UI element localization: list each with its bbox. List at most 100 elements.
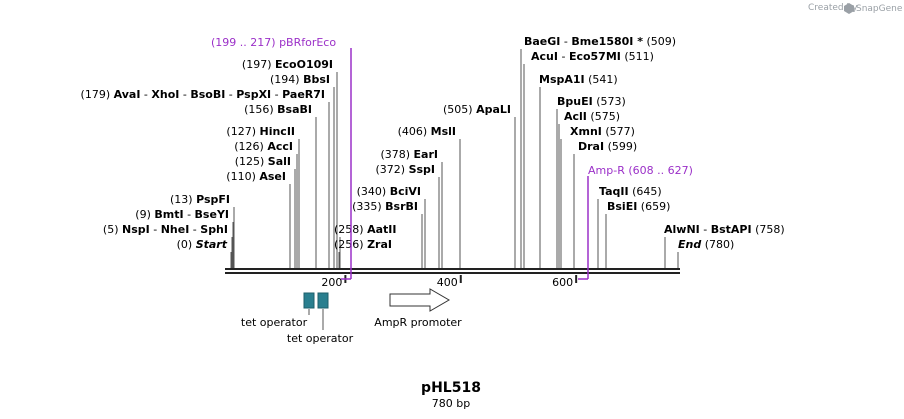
map-title: pHL518: [421, 380, 481, 396]
site-label[interactable]: (179) AvaI - XhoI - BsoBI - PspXI - PaeR…: [81, 88, 325, 101]
backbone-top-strand: [225, 268, 680, 270]
enzyme-name: AvaI: [114, 88, 141, 101]
enzyme-name: XmnI: [570, 125, 602, 138]
site-label[interactable]: End (780): [678, 238, 734, 251]
site-label[interactable]: (406) MslI: [398, 125, 456, 138]
site-position: (406): [398, 125, 431, 138]
site-position: (5): [103, 223, 122, 236]
enzyme-name: SspI: [409, 163, 435, 176]
site-position: (127): [226, 125, 259, 138]
site-label[interactable]: BsiEI (659): [607, 200, 670, 213]
site-label[interactable]: (378) EarI: [380, 148, 438, 161]
site-position: (13): [170, 193, 196, 206]
site-lines: [230, 49, 679, 268]
site-label[interactable]: (335) BsrBI: [352, 200, 418, 213]
tick-label: 600: [552, 276, 573, 289]
enzyme-name: BsrBI: [385, 200, 418, 213]
enzyme-name: MspA1I: [539, 73, 585, 86]
enzyme-name: BpuEI: [557, 95, 593, 108]
enzyme-name: AlwNI: [664, 223, 700, 236]
enzyme-name: End: [678, 238, 701, 251]
site-label[interactable]: XmnI (577): [570, 125, 635, 138]
enzyme-name: HincII: [259, 125, 295, 138]
site-position: (645): [629, 185, 662, 198]
site-label[interactable]: (125) SalI: [235, 155, 291, 168]
site-label[interactable]: AclI (575): [564, 110, 620, 123]
site-label[interactable]: (126) AccI: [234, 140, 293, 153]
enzyme-name: BseYI: [195, 208, 229, 221]
enzyme-name: Bme1580I *: [571, 35, 643, 48]
site-position: (573): [593, 95, 626, 108]
site-position: (372): [375, 163, 408, 176]
enzyme-name: SphI: [200, 223, 228, 236]
site-label[interactable]: (9) BmtI - BseYI: [135, 208, 229, 221]
enzyme-name: TaqII: [599, 185, 629, 198]
site-label[interactable]: (194) BbsI: [270, 73, 330, 86]
site-position: (340): [357, 185, 390, 198]
site-label[interactable]: (197) EcoO109I: [242, 58, 333, 71]
site-label[interactable]: AlwNI - BstAPI (758): [664, 223, 785, 236]
svg-text:Amp-R (608 .. 627): Amp-R (608 .. 627): [588, 164, 693, 177]
enzyme-name: SalI: [268, 155, 291, 168]
site-label[interactable]: TaqII (645): [599, 185, 662, 198]
site-position: (179): [81, 88, 114, 101]
primers: (199 .. 217) pBRforEco Amp-R (608 .. 627): [211, 36, 693, 280]
enzyme-name: DraI: [578, 140, 604, 153]
site-position: (509): [643, 35, 676, 48]
site-label[interactable]: (5) NspI - NheI - SphI: [103, 223, 228, 236]
site-label[interactable]: AcuI - Eco57MI (511): [531, 50, 654, 63]
site-position: (126): [234, 140, 267, 153]
site-position: (575): [587, 110, 620, 123]
tick-label: 200: [321, 276, 342, 289]
enzyme-name: BaeGI: [524, 35, 560, 48]
feature-tet-operator[interactable]: tet operator: [241, 292, 315, 329]
svg-text:AmpR promoter: AmpR promoter: [374, 316, 462, 329]
created-by-text: Created by: [808, 3, 858, 13]
snapgene-brand-text: SnapGene: [856, 4, 903, 14]
enzyme-name: PaeR7I: [282, 88, 325, 101]
site-position: (758): [752, 223, 785, 236]
feature-ampr-promoter[interactable]: AmpR promoter: [374, 288, 462, 329]
site-label[interactable]: (505) ApaLI: [443, 103, 511, 116]
primer-amp-r[interactable]: Amp-R (608 .. 627): [578, 164, 693, 280]
site-label[interactable]: MspA1I (541): [539, 73, 618, 86]
site-position: (511): [621, 50, 654, 63]
site-label[interactable]: (258) AatII: [334, 223, 396, 236]
site-label[interactable]: (110) AseI: [226, 170, 286, 183]
enzyme-name: BsaBI: [277, 103, 312, 116]
primer-pbrforeco[interactable]: (199 .. 217) pBRforEco: [211, 36, 352, 280]
enzyme-name: Eco57MI: [569, 50, 621, 63]
site-label[interactable]: (372) SspI: [375, 163, 435, 176]
site-position: (194): [270, 73, 303, 86]
site-position: (541): [585, 73, 618, 86]
enzyme-name: BmtI: [154, 208, 183, 221]
site-label[interactable]: (340) BciVI: [357, 185, 421, 198]
enzyme-name: AseI: [259, 170, 286, 183]
enzyme-name: AcuI: [531, 50, 558, 63]
site-position: (780): [701, 238, 734, 251]
site-position: (577): [602, 125, 635, 138]
site-position: (110): [226, 170, 259, 183]
site-label[interactable]: (256) ZraI: [334, 238, 392, 251]
site-label[interactable]: DraI (599): [578, 140, 637, 153]
site-label[interactable]: BpuEI (573): [557, 95, 626, 108]
site-position: (659): [637, 200, 670, 213]
site-position: (125): [235, 155, 268, 168]
site-position: (9): [135, 208, 154, 221]
enzyme-name: BsoBI: [190, 88, 225, 101]
features: tet operator tet operator AmpR promoter: [241, 288, 462, 345]
svg-text:tet operator: tet operator: [287, 332, 354, 345]
site-label[interactable]: (156) BsaBI: [244, 103, 312, 116]
site-label[interactable]: BaeGI - Bme1580I * (509): [524, 35, 676, 48]
site-position: (378): [380, 148, 413, 161]
site-label[interactable]: (13) PspFI: [170, 193, 230, 206]
site-position: (335): [352, 200, 385, 213]
ruler-ticks: 200 400 600: [321, 275, 578, 289]
enzyme-name: NspI: [122, 223, 150, 236]
site-labels: (0) Start (5) NspI - NheI - SphI (9) BmtI …: [81, 35, 785, 251]
site-label[interactable]: (0) Start: [177, 238, 228, 251]
feature-tet-operator[interactable]: tet operator: [287, 292, 354, 345]
enzyme-name: ApaLI: [476, 103, 511, 116]
site-label[interactable]: (127) HincII: [226, 125, 295, 138]
